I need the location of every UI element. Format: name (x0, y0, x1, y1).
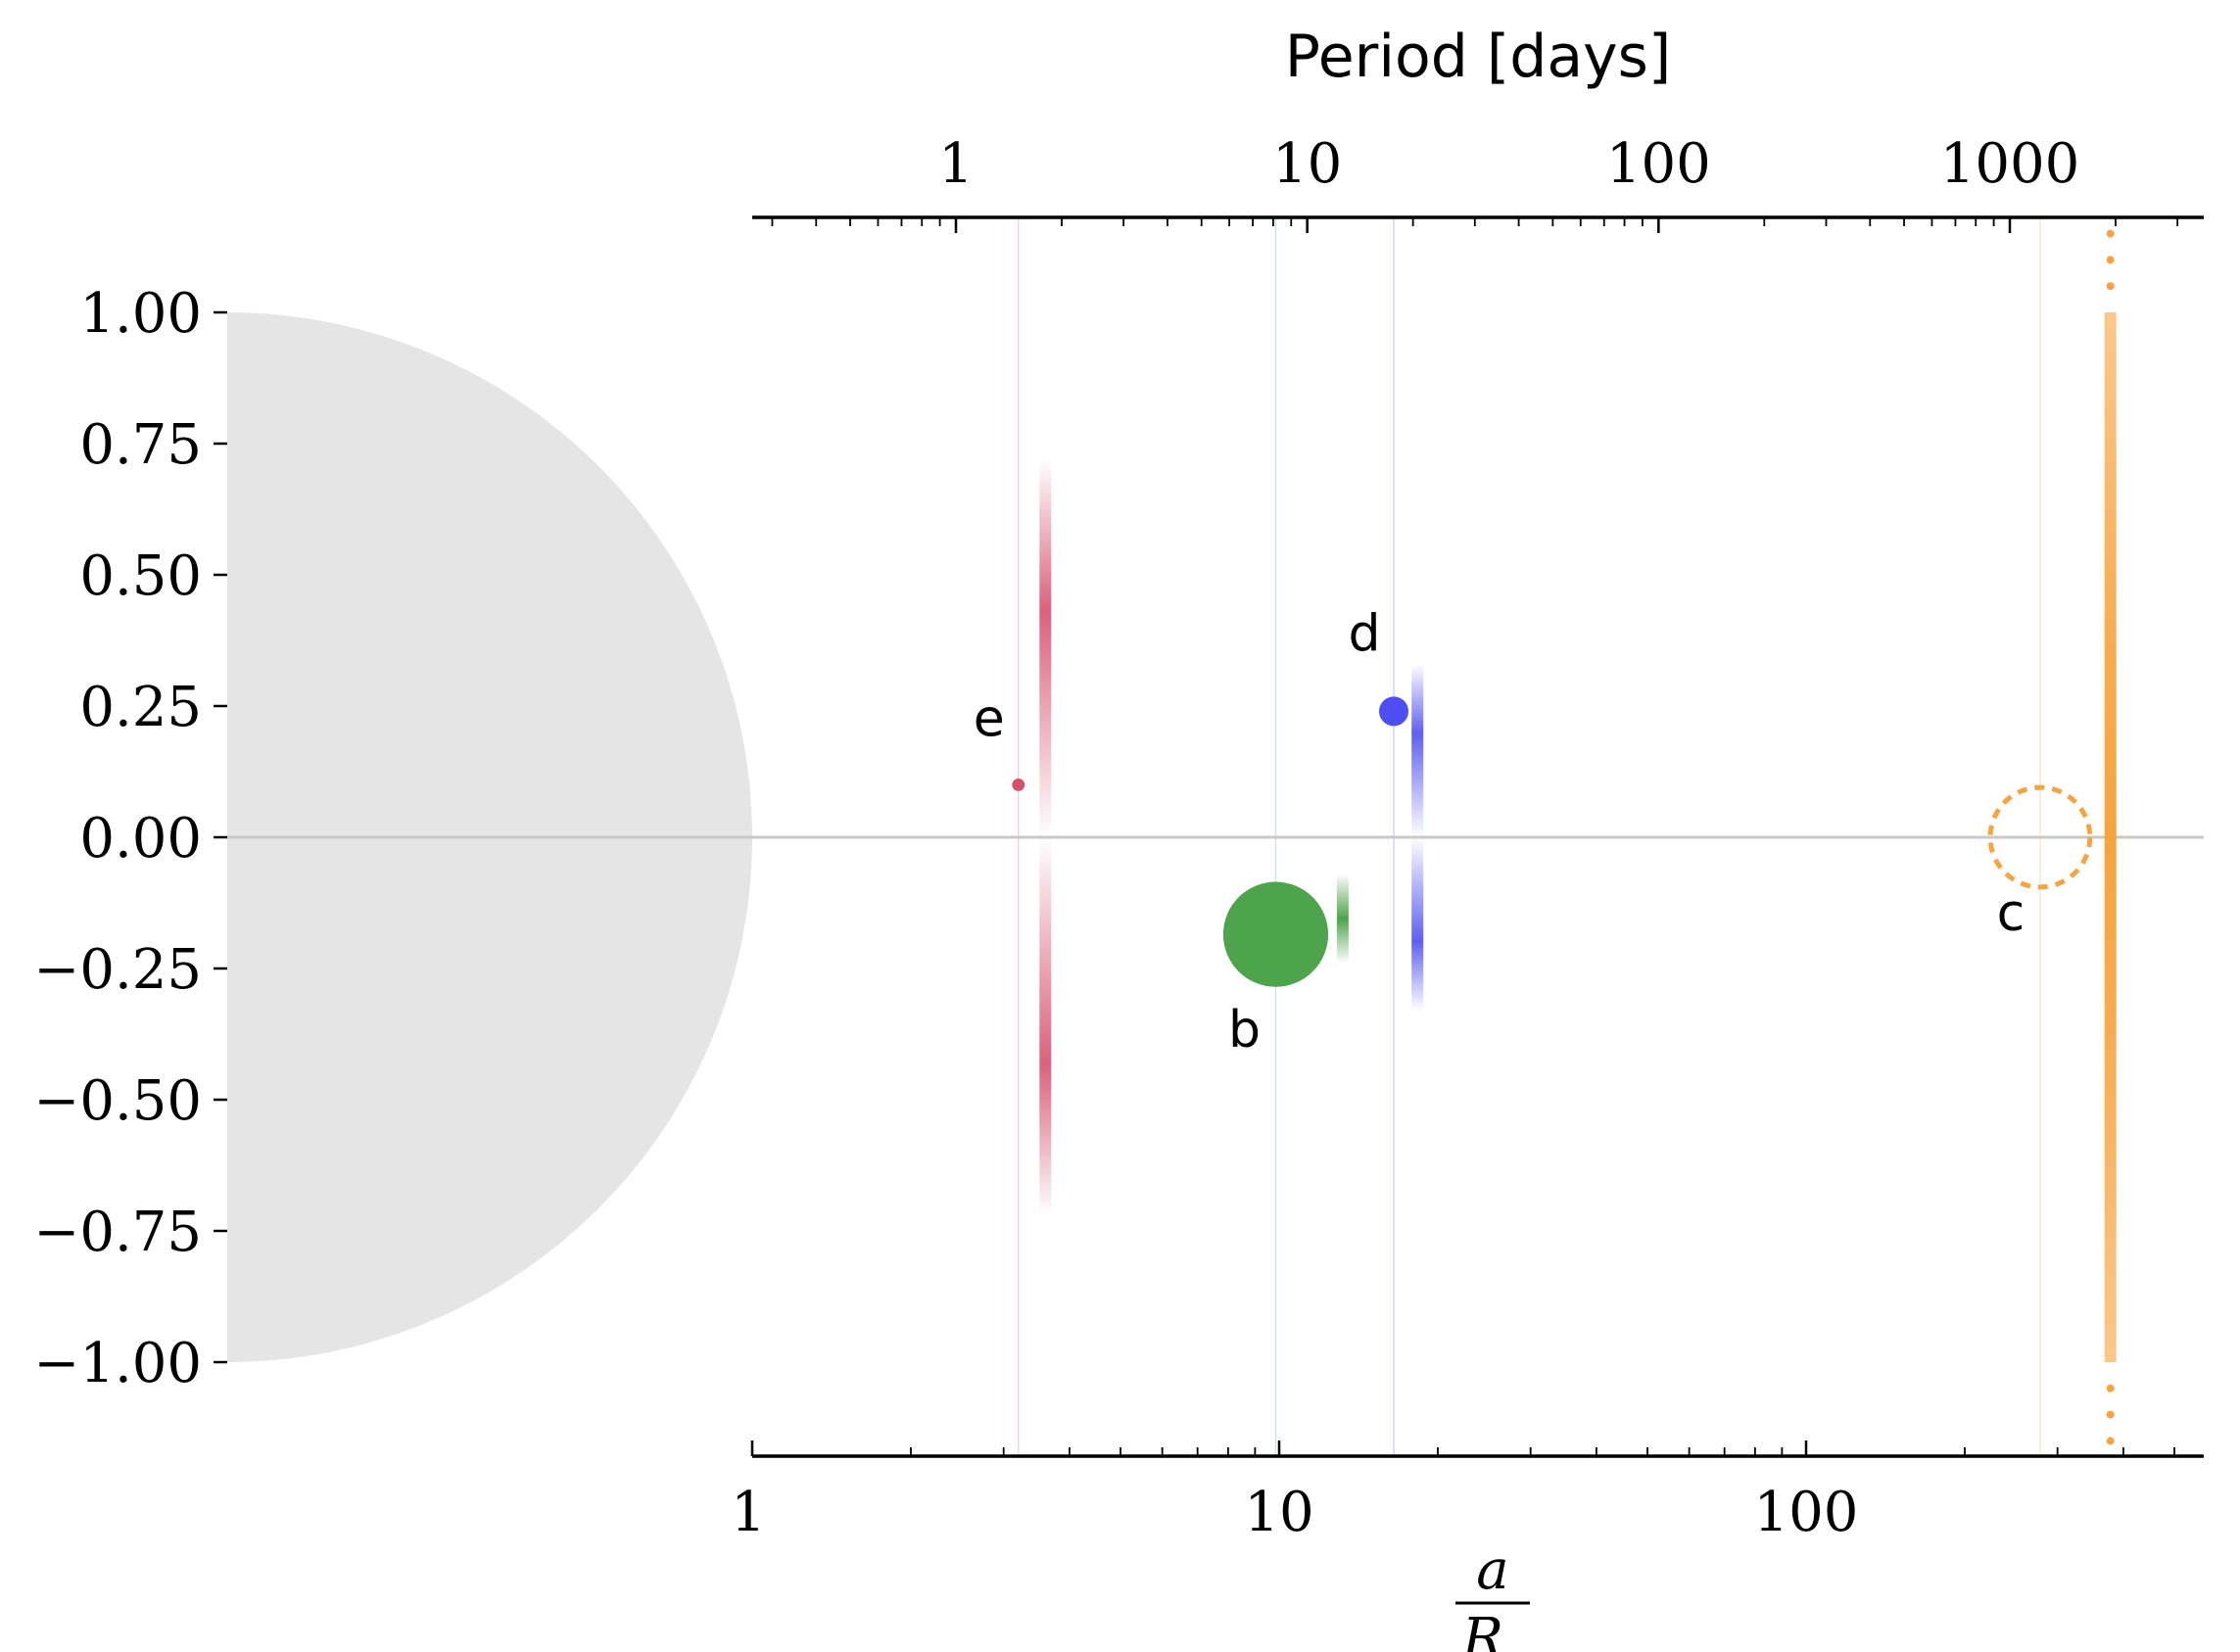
planet-label-d: d (1348, 604, 1380, 663)
period-tick-label: 100 (1606, 132, 1711, 196)
planet-e (1012, 778, 1025, 791)
period-tick-label: 1 (938, 132, 974, 196)
bottom-axis: 1 10 100 a R⋆ (731, 1440, 2204, 1652)
top-axis-label: Period [days] (1285, 23, 1672, 91)
x-tick-label: 1 (731, 1481, 766, 1544)
grazing-bands (1039, 229, 2117, 1445)
band-dot-c-bottom-2 (2106, 1437, 2115, 1445)
grazing-band-e (1039, 459, 1052, 1215)
bottom-axis-label: a R⋆ (1455, 1538, 1530, 1652)
y-tick-label: 0.75 (79, 413, 202, 477)
planet-d (1378, 696, 1409, 727)
x-axis-label-numerator: a (1476, 1538, 1508, 1602)
band-dot-c-bottom-1 (2106, 1410, 2115, 1419)
y-tick-label: 1.00 (79, 282, 202, 346)
band-dot-c-top-2 (2106, 229, 2115, 238)
y-tick-label: −0.75 (33, 1201, 202, 1264)
planet-b (1222, 881, 1329, 987)
period-tick-label: 1000 (1940, 132, 2080, 196)
grazing-band-c (2104, 312, 2117, 1362)
y-tick-label: −0.25 (33, 938, 202, 1002)
planet-label-b: b (1228, 1001, 1261, 1060)
y-tick-label: 0.25 (79, 676, 202, 739)
x-axis-label-denominator: R⋆ (1461, 1607, 1523, 1652)
x-tick-label: 10 (1244, 1481, 1313, 1544)
planet-label-e: e (974, 689, 1005, 748)
grazing-band-b (1336, 873, 1349, 964)
period-tick-label: 10 (1272, 132, 1342, 196)
planet-c (1987, 784, 2093, 890)
y-tick-label: 0.50 (79, 544, 202, 608)
top-axis: 1 10 100 1000 Period [days] (752, 23, 2204, 233)
band-dot-c-bottom-0 (2106, 1384, 2115, 1392)
grazing-band-d (1411, 664, 1424, 1011)
planets: e b d c (974, 604, 2093, 1060)
y-axis: 1.00 0.75 0.50 0.25 0.00 −0.25 −0.50 −0.75 −1.00 (33, 282, 227, 1395)
band-dot-c-top-1 (2106, 256, 2115, 264)
y-tick-label: −0.50 (33, 1069, 202, 1133)
y-tick-label: 0.00 (79, 807, 202, 871)
y-tick-label: −1.00 (33, 1332, 202, 1395)
planet-label-c: c (1997, 884, 2026, 943)
x-tick-label: 100 (1754, 1481, 1859, 1544)
band-dot-c-top-0 (2106, 282, 2115, 291)
